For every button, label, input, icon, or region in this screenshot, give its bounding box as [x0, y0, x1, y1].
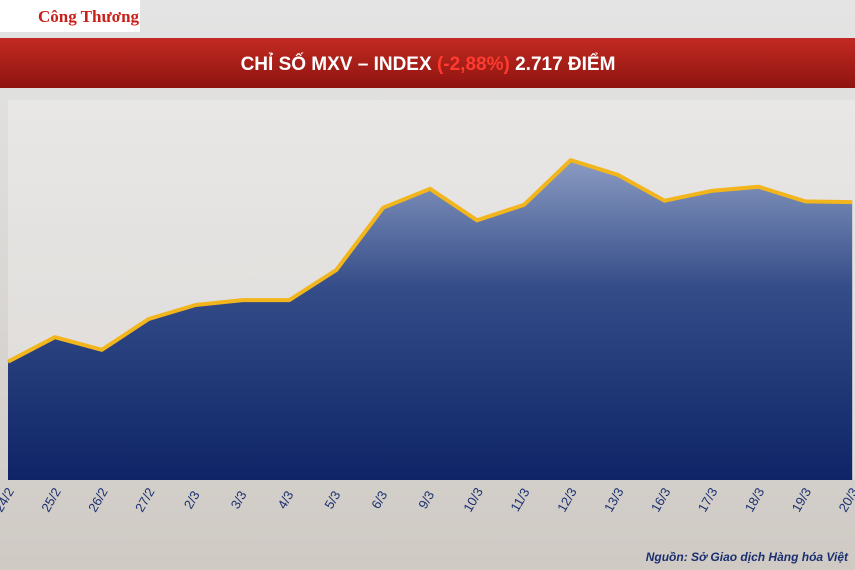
plot: 24/2 25/2 26/2 27/2 2/3 3/3 4/3 5/3 6/3 9/3 10/3 11…: [0, 158, 855, 514]
brand: Công Thương: [38, 7, 140, 26]
area: [8, 160, 853, 480]
line: [7, 158, 853, 364]
title-band: [0, 38, 855, 88]
title-text: CHỈ SỐ MXV – INDEX: [241, 53, 432, 75]
headline-value: 2.717 ĐIỂM: [515, 53, 615, 75]
change: (-2,88%): [437, 54, 510, 75]
logo-box: [0, 0, 140, 32]
source: Nguồn: Sở Giao dịch Hàng hóa Việt: [646, 550, 849, 564]
chart-title: CHỈ SỐ MXV – INDEX (-2,88%) 2.717 ĐIỂM: [241, 53, 616, 75]
